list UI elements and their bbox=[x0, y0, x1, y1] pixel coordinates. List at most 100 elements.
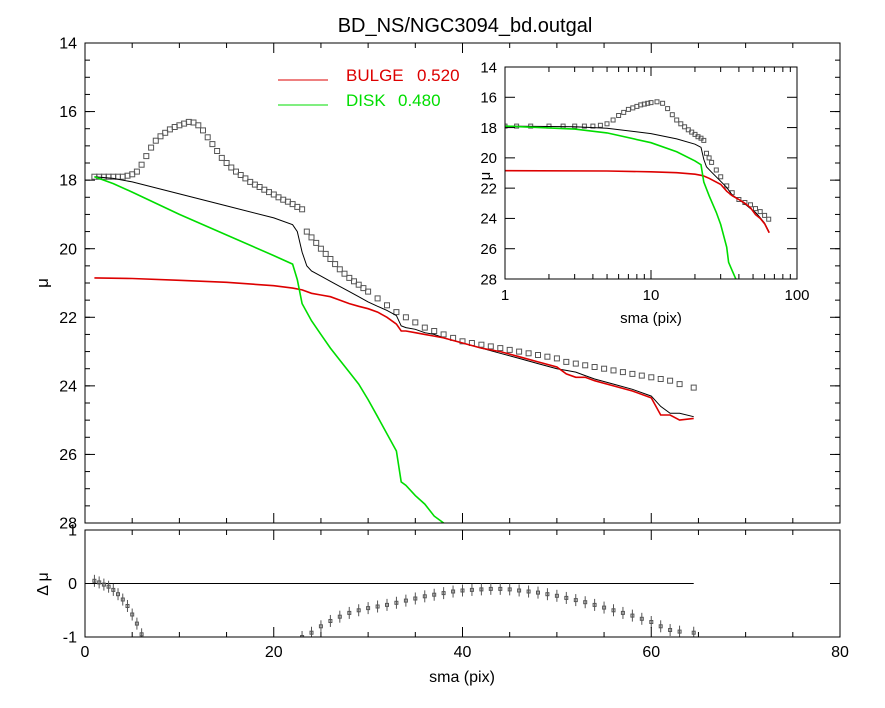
main-data-point bbox=[393, 309, 400, 316]
main-data-point bbox=[690, 384, 697, 391]
inset-bulge-line bbox=[505, 169, 770, 234]
inset-xtick-label: 1 bbox=[501, 287, 509, 304]
inset-x-axis-label: sma (pix) bbox=[620, 310, 682, 327]
residual-data-point bbox=[422, 594, 427, 599]
legend-label-bulge: BULGE bbox=[346, 66, 404, 85]
inset-data-point bbox=[753, 206, 758, 212]
residual-ytick-label: 1 bbox=[68, 523, 77, 540]
main-data-point bbox=[355, 281, 362, 288]
main-data-point bbox=[308, 234, 315, 241]
residual-ytick-label: -1 bbox=[63, 630, 77, 647]
main-data-point bbox=[629, 370, 636, 377]
main-data-point bbox=[351, 278, 357, 285]
inset-data-point bbox=[641, 101, 647, 107]
residual-xtick-label: 0 bbox=[81, 644, 90, 661]
residual-data-point bbox=[318, 624, 323, 629]
residual-data-point bbox=[573, 598, 578, 603]
main-data-point bbox=[143, 153, 150, 160]
residual-xtick-label: 80 bbox=[831, 644, 849, 661]
main-data-point bbox=[374, 295, 381, 302]
inset-data-point bbox=[660, 100, 666, 106]
inset-panel: 14 16 18 20 22 24 26 28 1 10 100 μ sma (pix) bbox=[477, 59, 810, 327]
main-ytick-label: 16 bbox=[59, 104, 77, 121]
main-data-point bbox=[152, 137, 159, 144]
inset-data-point bbox=[682, 124, 688, 130]
inset-data-point bbox=[674, 117, 680, 123]
main-data-point bbox=[138, 161, 145, 168]
residual-data-point bbox=[92, 578, 97, 583]
main-data-point bbox=[402, 314, 409, 321]
main-ytick-label: 14 bbox=[59, 36, 77, 53]
legend-label-disk: DISK bbox=[346, 91, 386, 110]
main-data-point bbox=[195, 122, 202, 129]
inset-data-point bbox=[701, 137, 707, 143]
main-data-point bbox=[218, 154, 225, 161]
residual-data-point bbox=[526, 589, 531, 594]
main-data-point bbox=[133, 168, 140, 175]
main-data-point bbox=[610, 367, 617, 374]
residual-x-axis-label: sma (pix) bbox=[429, 669, 495, 686]
inset-xtick-label: 100 bbox=[784, 287, 809, 304]
residual-data-point bbox=[385, 602, 389, 607]
residual-data-point bbox=[441, 591, 446, 596]
residual-data-point bbox=[125, 604, 130, 608]
residual-xtick-label: 20 bbox=[265, 644, 283, 661]
main-data-point bbox=[412, 319, 419, 326]
residual-data-point bbox=[536, 590, 540, 595]
residual-data-point bbox=[130, 612, 135, 617]
main-data-point bbox=[638, 372, 645, 379]
residual-data-point bbox=[620, 610, 625, 615]
inset-total-line bbox=[505, 125, 770, 233]
main-data-point bbox=[148, 144, 155, 151]
inset-data-point bbox=[718, 174, 724, 180]
main-ytick-label: 28 bbox=[59, 516, 77, 533]
inset-y-axis-label: μ bbox=[477, 172, 494, 181]
main-data-point bbox=[601, 365, 608, 372]
main-data-point bbox=[516, 348, 523, 355]
inset-ytick-label: 24 bbox=[480, 211, 497, 228]
inset-data-point bbox=[645, 100, 651, 106]
residual-panel: -101 0 20 40 60 80 Δ μ sma (pix) bbox=[35, 523, 849, 686]
residual-data-point bbox=[134, 621, 139, 626]
residual-data-point bbox=[413, 596, 418, 601]
main-data-point bbox=[506, 346, 513, 353]
inset-data-point bbox=[713, 167, 719, 173]
residual-data-point bbox=[658, 624, 663, 629]
main-data-point bbox=[657, 376, 664, 382]
main-ytick-label: 20 bbox=[59, 241, 77, 258]
residual-data-point bbox=[691, 630, 696, 635]
main-data-point bbox=[233, 168, 239, 175]
inset-data-point bbox=[704, 150, 709, 156]
main-data-point bbox=[228, 164, 235, 171]
main-data-point bbox=[299, 206, 306, 213]
residual-data-point bbox=[111, 587, 116, 592]
inset-data-point bbox=[736, 197, 742, 202]
legend-value-bulge: 0.520 bbox=[417, 66, 460, 85]
residual-data-point bbox=[366, 606, 371, 611]
main-data-point bbox=[313, 239, 320, 246]
legend-value-disk: 0.480 bbox=[398, 91, 441, 110]
main-data-point bbox=[667, 377, 674, 384]
main-ytick-label: 26 bbox=[59, 447, 77, 464]
residual-data-point bbox=[545, 592, 550, 597]
residual-data-point bbox=[649, 620, 654, 624]
main-data-point bbox=[341, 270, 348, 277]
main-data-point bbox=[223, 160, 230, 166]
main-data-point bbox=[209, 141, 216, 148]
residual-data-point bbox=[356, 608, 361, 613]
main-data-point bbox=[303, 228, 310, 235]
main-data-point bbox=[242, 175, 249, 182]
main-data-point bbox=[204, 134, 211, 141]
main-data-point bbox=[497, 345, 504, 352]
residual-xtick-label: 60 bbox=[642, 644, 660, 661]
residual-data-point bbox=[97, 580, 102, 585]
main-data-point bbox=[544, 353, 551, 360]
inset-ytick-label: 28 bbox=[480, 271, 497, 288]
main-ytick-label: 22 bbox=[59, 310, 77, 327]
main-data-point bbox=[525, 350, 532, 357]
residual-y-axis-label: Δ μ bbox=[35, 572, 52, 595]
inset-data-point bbox=[597, 122, 603, 128]
main-data-point bbox=[162, 129, 169, 136]
residual-data-point bbox=[639, 616, 644, 621]
main-data-point bbox=[478, 341, 485, 348]
